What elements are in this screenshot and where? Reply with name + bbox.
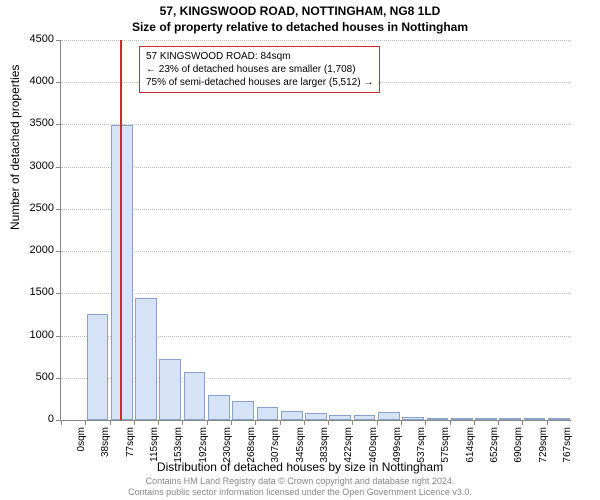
xtick-mark (377, 420, 378, 425)
xtick-label: 0sqm (76, 427, 87, 477)
xtick-mark (401, 420, 402, 425)
xtick-label: 153sqm (173, 427, 184, 477)
xtick-label: 652sqm (489, 427, 500, 477)
xtick-label: 460sqm (368, 427, 379, 477)
ytick-label: 3000 (4, 160, 54, 172)
xtick-label: 307sqm (270, 427, 281, 477)
chart-title-main: 57, KINGSWOOD ROAD, NOTTINGHAM, NG8 1LD (0, 4, 600, 18)
ytick-label: 2000 (4, 244, 54, 256)
xtick-label: 38sqm (100, 427, 111, 477)
xtick-label: 499sqm (392, 427, 403, 477)
xtick-mark (304, 420, 305, 425)
ytick-mark (56, 378, 61, 379)
xtick-mark (158, 420, 159, 425)
gridline (61, 167, 571, 168)
xtick-mark (207, 420, 208, 425)
histogram-bar (548, 418, 570, 420)
xtick-mark (255, 420, 256, 425)
histogram-bar (524, 418, 546, 420)
histogram-bar (232, 401, 254, 420)
histogram-bar (184, 372, 206, 420)
annotation-box: 57 KINGSWOOD ROAD: 84sqm ← 23% of detach… (139, 46, 380, 93)
xtick-label: 192sqm (198, 427, 209, 477)
histogram-bar (281, 411, 303, 420)
histogram-bar (111, 125, 133, 420)
xtick-label: 690sqm (513, 427, 524, 477)
histogram-bar (427, 418, 449, 420)
xtick-label: 230sqm (222, 427, 233, 477)
xtick-mark (522, 420, 523, 425)
gridline (61, 40, 571, 41)
histogram-bar (305, 413, 327, 420)
xtick-mark (110, 420, 111, 425)
ytick-mark (56, 82, 61, 83)
xtick-label: 383sqm (319, 427, 330, 477)
gridline (61, 293, 571, 294)
histogram-bar (329, 415, 351, 420)
ytick-mark (56, 167, 61, 168)
xtick-mark (231, 420, 232, 425)
xtick-label: 537sqm (416, 427, 427, 477)
histogram-bar (159, 359, 181, 420)
ytick-mark (56, 209, 61, 210)
ytick-mark (56, 293, 61, 294)
xtick-mark (450, 420, 451, 425)
xtick-label: 729sqm (538, 427, 549, 477)
ytick-label: 4500 (4, 33, 54, 45)
xtick-label: 614sqm (465, 427, 476, 477)
histogram-bar (378, 412, 400, 420)
ytick-label: 4000 (4, 75, 54, 87)
xtick-label: 268sqm (246, 427, 257, 477)
footer-line1: Contains HM Land Registry data © Crown c… (0, 476, 600, 487)
xtick-label: 115sqm (149, 427, 160, 477)
ytick-label: 1500 (4, 286, 54, 298)
annotation-line2: ← 23% of detached houses are smaller (1,… (146, 63, 373, 76)
histogram-bar (208, 395, 230, 420)
xtick-mark (474, 420, 475, 425)
ytick-label: 0 (4, 413, 54, 425)
ytick-mark (56, 251, 61, 252)
xtick-mark (352, 420, 353, 425)
annotation-line1: 57 KINGSWOOD ROAD: 84sqm (146, 50, 373, 63)
xtick-mark (85, 420, 86, 425)
ytick-mark (56, 124, 61, 125)
footer-line2: Contains public sector information licen… (0, 487, 600, 498)
gridline (61, 251, 571, 252)
histogram-bar (451, 418, 473, 420)
ytick-mark (56, 40, 61, 41)
histogram-bar (475, 418, 497, 420)
xtick-mark (61, 420, 62, 425)
histogram-bar (354, 415, 376, 420)
xtick-mark (328, 420, 329, 425)
xtick-label: 77sqm (125, 427, 136, 477)
xtick-label: 575sqm (440, 427, 451, 477)
histogram-bar (135, 298, 157, 420)
gridline (61, 209, 571, 210)
xtick-label: 422sqm (343, 427, 354, 477)
histogram-bar (402, 417, 424, 420)
footer-text: Contains HM Land Registry data © Crown c… (0, 476, 600, 498)
annotation-line3: 75% of semi-detached houses are larger (… (146, 76, 373, 89)
ytick-label: 1000 (4, 329, 54, 341)
gridline (61, 124, 571, 125)
plot-area: 57 KINGSWOOD ROAD: 84sqm ← 23% of detach… (60, 40, 571, 421)
xtick-mark (182, 420, 183, 425)
ytick-label: 3500 (4, 117, 54, 129)
ytick-label: 2500 (4, 202, 54, 214)
reference-line (120, 40, 122, 420)
xtick-mark (498, 420, 499, 425)
ytick-label: 500 (4, 371, 54, 383)
xtick-label: 767sqm (562, 427, 573, 477)
chart-title-sub: Size of property relative to detached ho… (0, 20, 600, 34)
chart-container: 57, KINGSWOOD ROAD, NOTTINGHAM, NG8 1LD … (0, 0, 600, 500)
xtick-mark (425, 420, 426, 425)
xtick-label: 345sqm (295, 427, 306, 477)
xtick-mark (547, 420, 548, 425)
histogram-bar (499, 418, 521, 420)
histogram-bar (87, 314, 109, 420)
xtick-mark (134, 420, 135, 425)
ytick-mark (56, 336, 61, 337)
histogram-bar (257, 407, 279, 421)
xtick-mark (280, 420, 281, 425)
